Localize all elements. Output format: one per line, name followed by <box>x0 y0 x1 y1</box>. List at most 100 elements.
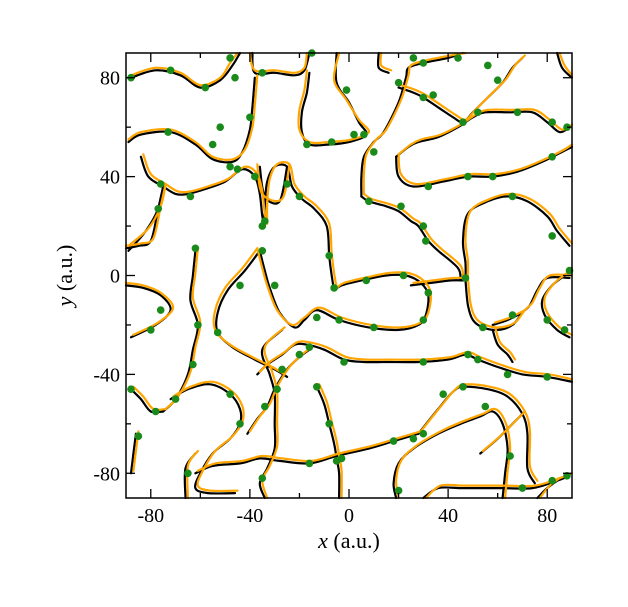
curve-a-line <box>395 110 571 158</box>
data-point <box>258 474 267 483</box>
curve-a-line <box>251 51 311 77</box>
curve-b-line <box>481 410 526 453</box>
curve-b-line <box>132 385 167 412</box>
data-point <box>548 153 556 161</box>
curve-a-line <box>395 145 574 188</box>
data-point <box>459 383 467 391</box>
data-point <box>409 54 418 62</box>
data-point <box>394 486 403 495</box>
data-point <box>503 370 512 379</box>
curve-b-line <box>419 383 539 482</box>
data-point <box>340 358 348 366</box>
curve-b-line <box>379 51 393 72</box>
data-point <box>508 192 517 201</box>
curve-b-line <box>397 108 574 156</box>
data-point <box>397 202 405 211</box>
data-point <box>171 395 180 403</box>
curve-a-line <box>300 51 368 147</box>
data-point <box>226 54 234 62</box>
data-point <box>548 232 556 240</box>
data-point <box>325 251 334 260</box>
curve-b-line <box>464 192 574 280</box>
curve-b-line <box>164 247 202 411</box>
data-point <box>213 328 222 337</box>
data-point <box>246 113 254 122</box>
curve-a-line <box>392 410 509 500</box>
curve-a-line <box>194 432 420 475</box>
curve-b-line <box>212 247 286 376</box>
curve-b-line <box>362 51 467 195</box>
data-point <box>493 76 502 84</box>
data-point <box>278 365 286 374</box>
data-point <box>518 484 527 492</box>
data-point <box>439 390 448 399</box>
curve-b-line <box>124 281 175 336</box>
curve-b-line <box>258 340 574 381</box>
data-point <box>325 420 334 428</box>
curve-b-line <box>172 380 245 493</box>
data-point <box>313 313 321 322</box>
x-tick-label: 80 <box>537 505 557 527</box>
curve-b-line <box>186 449 199 500</box>
data-point <box>419 316 428 324</box>
axis-tick-labels: -80 -40 0 40 80 -80 -40 0 40 80 <box>93 68 557 527</box>
curve-b-line <box>248 51 308 74</box>
curve-b-line <box>261 326 286 500</box>
data-point <box>184 469 192 478</box>
data-point <box>134 432 143 441</box>
x-axis-label: x (a.u.) <box>317 528 380 553</box>
x-tick-label: 40 <box>438 505 458 527</box>
data-point <box>488 172 497 181</box>
data-point <box>201 83 210 92</box>
data-point <box>513 108 522 117</box>
data-point <box>186 192 195 201</box>
curve-a-line <box>129 51 242 89</box>
curve-a-line <box>376 51 390 74</box>
data-point <box>156 180 165 188</box>
series-curves-a <box>124 51 574 500</box>
data-point <box>543 373 551 381</box>
data-point <box>422 237 430 245</box>
curve-a-line <box>491 328 514 364</box>
data-point <box>313 383 321 391</box>
data-point <box>370 323 378 332</box>
data-point <box>419 429 428 438</box>
data-point <box>164 128 172 136</box>
data-point <box>419 59 428 67</box>
data-point <box>258 247 267 255</box>
data-point <box>258 69 267 77</box>
data-point <box>194 321 202 329</box>
data-point <box>208 140 217 149</box>
data-point <box>147 326 155 334</box>
curve-b-line <box>466 273 574 329</box>
data-point <box>424 289 433 297</box>
x-tick-label: -80 <box>137 505 164 527</box>
data-point <box>191 244 200 253</box>
axis-ticks <box>126 53 572 498</box>
curve-b-line <box>124 182 167 247</box>
data-point <box>283 180 291 188</box>
data-point <box>508 311 517 319</box>
data-point <box>370 148 378 156</box>
data-point <box>342 86 351 94</box>
data-point <box>270 281 279 290</box>
data-point <box>236 420 244 428</box>
data-point <box>295 192 304 201</box>
curve-b-line <box>196 430 422 472</box>
curve-a-line <box>556 51 574 79</box>
y-axis-label: y (a.u.) <box>52 245 77 309</box>
data-point <box>548 118 556 126</box>
data-point <box>335 316 343 324</box>
data-point <box>419 358 428 366</box>
curve-a-line <box>409 279 467 287</box>
curve-b-line <box>256 247 433 329</box>
data-point <box>543 316 551 324</box>
curve-b-line <box>397 143 574 186</box>
data-point <box>273 385 281 394</box>
data-point <box>226 390 234 399</box>
x-tick-label: -40 <box>237 505 264 527</box>
data-point <box>236 281 244 290</box>
data-point <box>474 355 482 364</box>
data-point <box>454 54 462 62</box>
